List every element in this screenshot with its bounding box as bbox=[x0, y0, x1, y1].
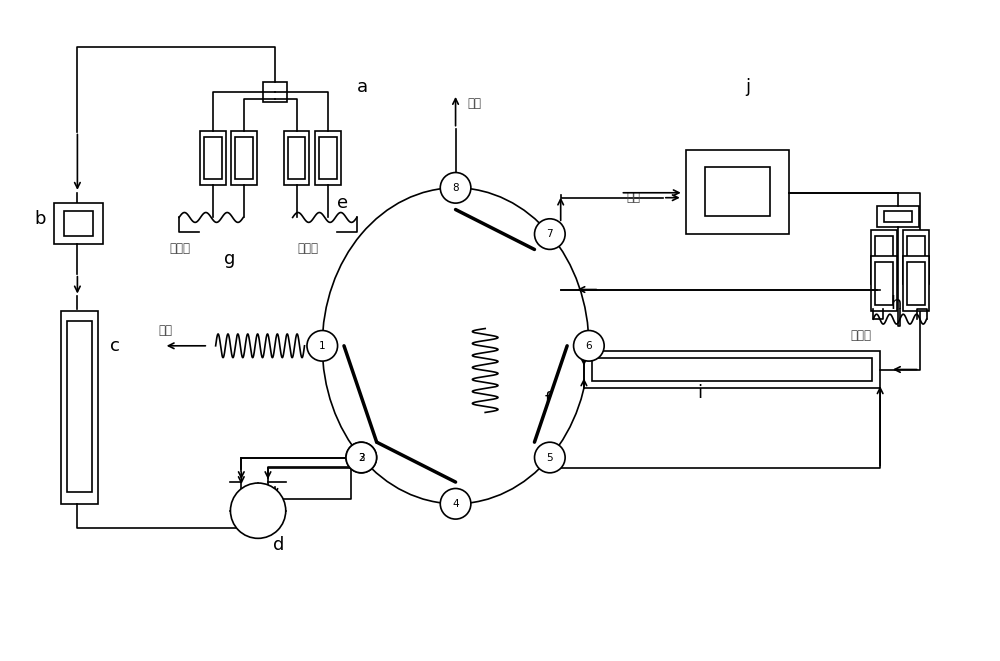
Text: b: b bbox=[34, 210, 45, 228]
Circle shape bbox=[440, 173, 471, 203]
Bar bbox=[875, 236, 893, 278]
Bar bbox=[592, 358, 872, 381]
Circle shape bbox=[440, 488, 471, 519]
Text: e: e bbox=[337, 194, 348, 212]
Text: 4: 4 bbox=[452, 499, 459, 509]
Bar bbox=[319, 137, 337, 179]
Text: a: a bbox=[357, 78, 368, 96]
Text: 5: 5 bbox=[547, 453, 553, 463]
Text: 8: 8 bbox=[452, 183, 459, 193]
Text: 2: 2 bbox=[358, 453, 365, 463]
Text: h: h bbox=[890, 295, 901, 313]
Bar bbox=[686, 150, 789, 234]
Bar bbox=[584, 351, 880, 388]
Text: 6: 6 bbox=[586, 341, 592, 351]
Bar bbox=[54, 203, 103, 244]
Circle shape bbox=[346, 442, 377, 473]
Text: i: i bbox=[697, 384, 703, 402]
Bar bbox=[871, 256, 897, 311]
Bar bbox=[903, 256, 929, 311]
Text: f: f bbox=[544, 391, 551, 409]
Bar bbox=[64, 211, 93, 236]
Circle shape bbox=[535, 219, 565, 249]
Bar bbox=[284, 131, 309, 185]
Bar bbox=[877, 206, 919, 227]
Bar bbox=[907, 236, 925, 278]
Text: 废液: 废液 bbox=[467, 97, 481, 110]
Bar bbox=[288, 137, 305, 179]
Text: 废液: 废液 bbox=[159, 324, 173, 337]
Bar bbox=[903, 230, 929, 284]
Text: j: j bbox=[745, 78, 750, 96]
Bar bbox=[907, 262, 925, 305]
Circle shape bbox=[574, 330, 604, 361]
Bar bbox=[875, 262, 893, 305]
Text: 3: 3 bbox=[358, 453, 365, 463]
Circle shape bbox=[535, 442, 565, 473]
Bar bbox=[884, 211, 912, 222]
Bar bbox=[200, 131, 226, 185]
Circle shape bbox=[230, 483, 286, 538]
Bar bbox=[231, 131, 257, 185]
Text: d: d bbox=[273, 536, 284, 554]
Text: 7: 7 bbox=[547, 229, 553, 239]
Bar bbox=[871, 230, 897, 284]
Text: g: g bbox=[224, 250, 235, 268]
Circle shape bbox=[346, 442, 377, 473]
Text: 流动相: 流动相 bbox=[851, 329, 872, 342]
Text: c: c bbox=[110, 336, 120, 355]
Text: 流动相: 流动相 bbox=[298, 242, 319, 255]
Bar bbox=[67, 321, 92, 492]
Text: 1: 1 bbox=[319, 341, 326, 351]
Bar bbox=[705, 167, 770, 216]
Ellipse shape bbox=[322, 188, 589, 504]
Text: 废液: 废液 bbox=[626, 190, 640, 204]
Bar bbox=[204, 137, 222, 179]
Circle shape bbox=[307, 330, 338, 361]
Bar bbox=[61, 311, 98, 504]
Bar bbox=[263, 82, 287, 102]
Bar bbox=[235, 137, 253, 179]
Text: 流动相: 流动相 bbox=[169, 242, 190, 255]
Bar bbox=[315, 131, 341, 185]
